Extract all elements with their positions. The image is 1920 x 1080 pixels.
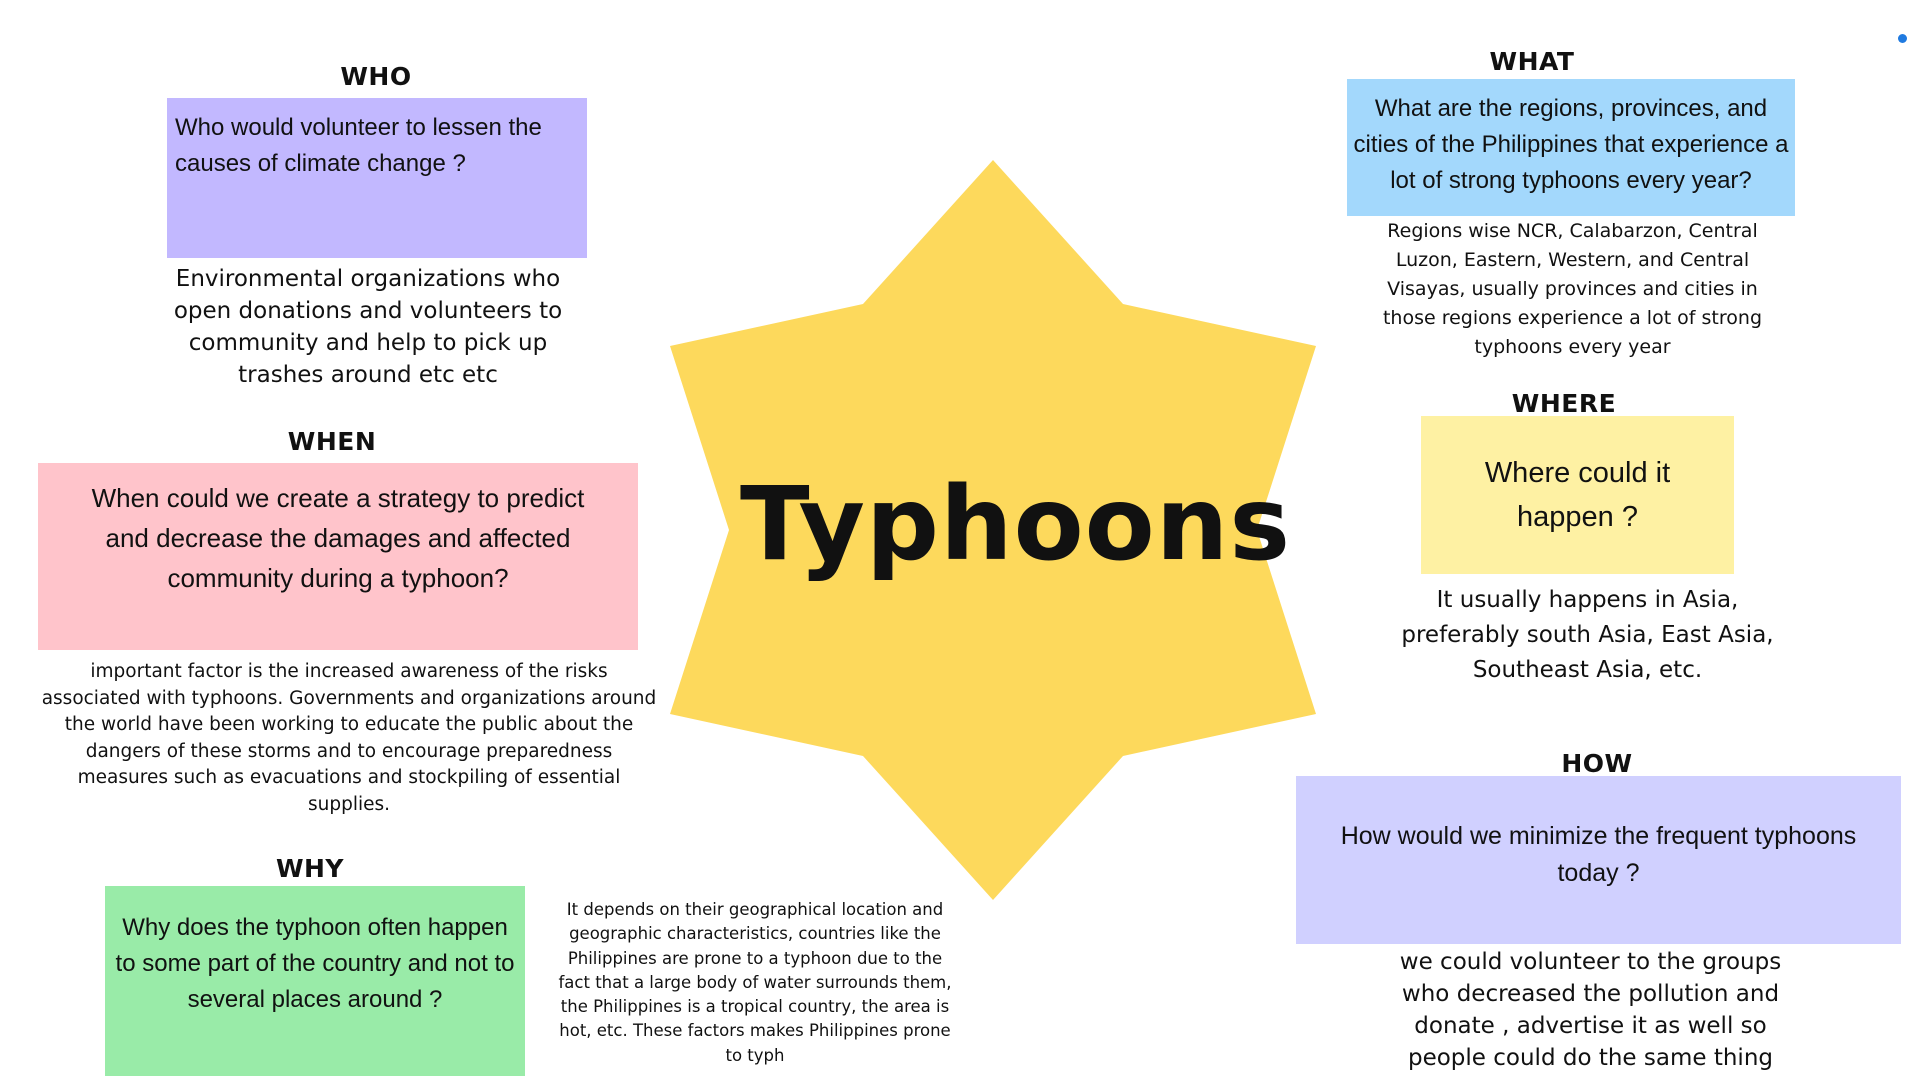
how-question-box: How would we minimize the frequent typho…	[1296, 776, 1901, 944]
where-heading: WHERE	[1511, 389, 1617, 418]
what-heading: WHAT	[1489, 47, 1575, 76]
marker-dot	[1898, 34, 1907, 43]
who-question-box: Who would volunteer to lessen the causes…	[167, 98, 587, 258]
where-question-box: Where could it happen ?	[1421, 416, 1734, 574]
how-heading: HOW	[1561, 749, 1633, 778]
star-polygon	[670, 160, 1316, 900]
what-question-text: What are the regions, provinces, and cit…	[1353, 95, 1789, 194]
when-heading: WHEN	[287, 427, 377, 456]
how-question-text: How would we minimize the frequent typho…	[1340, 822, 1857, 887]
what-question-box: What are the regions, provinces, and cit…	[1347, 79, 1795, 216]
who-question-text: Who would volunteer to lessen the causes…	[175, 114, 542, 177]
how-answer: we could volunteer to the groups who dec…	[1399, 949, 1782, 1071]
when-answer: important factor is the increased awaren…	[41, 661, 657, 815]
when-question-text: When could we create a strategy to predi…	[91, 483, 585, 593]
when-question-box: When could we create a strategy to predi…	[38, 463, 638, 650]
why-heading: WHY	[275, 854, 345, 883]
where-question-text: Where could it happen ?	[1484, 457, 1671, 533]
where-answer: It usually happens in Asia, preferably s…	[1401, 587, 1774, 683]
why-question-box: Why does the typhoon often happen to som…	[105, 886, 525, 1076]
what-answer: Regions wise NCR, Calabarzon, Central Lu…	[1382, 220, 1763, 358]
why-question-text: Why does the typhoon often happen to som…	[115, 914, 515, 1013]
who-answer: Environmental organizations who open don…	[173, 266, 563, 388]
central-title: Typhoons	[740, 465, 1292, 584]
who-heading: WHO	[340, 62, 412, 91]
why-answer: It depends on their geographical locatio…	[558, 900, 952, 1065]
